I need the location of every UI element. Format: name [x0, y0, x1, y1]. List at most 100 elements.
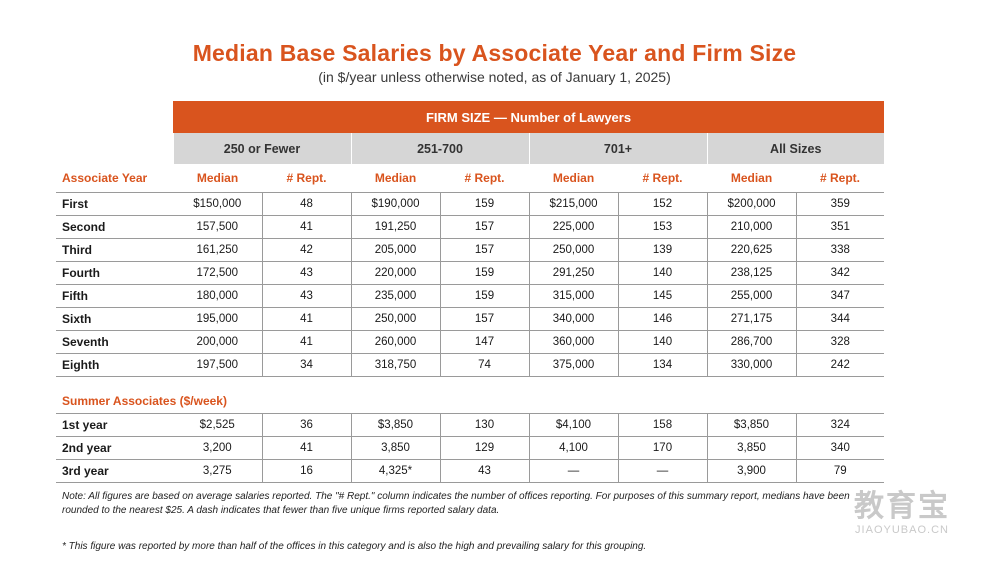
median-cell: 286,700 [706, 330, 796, 354]
rept-cell: 347 [795, 284, 885, 308]
rept-cell: 79 [795, 459, 885, 483]
rept-cell: 159 [439, 261, 529, 285]
median-cell: 318,750 [350, 353, 440, 377]
median-cell: 161,250 [173, 238, 262, 262]
rept-cell: 43 [261, 284, 351, 308]
associate-year-label: Fifth [56, 284, 173, 308]
median-cell: 4,100 [528, 436, 618, 460]
rept-cell: 242 [795, 353, 885, 377]
rept-cell: 130 [439, 413, 529, 437]
median-cell: 157,500 [173, 215, 262, 239]
summer-year-label: 1st year [56, 413, 173, 437]
rept-cell: 140 [617, 330, 707, 354]
rept-cell: 328 [795, 330, 885, 354]
rept-cell: 140 [617, 261, 707, 285]
median-cell: $150,000 [173, 192, 262, 216]
rept-cell: 34 [261, 353, 351, 377]
median-cell: 235,000 [350, 284, 440, 308]
associate-year-label: Sixth [56, 307, 173, 331]
rept-cell: 41 [261, 330, 351, 354]
median-cell: $3,850 [706, 413, 796, 437]
median-cell: $2,525 [173, 413, 262, 437]
median-cell: 3,275 [173, 459, 262, 483]
median-cell: 250,000 [350, 307, 440, 331]
salary-table: FIRM SIZE — Number of Lawyers 250 or Few… [56, 101, 885, 483]
rept-column-header: # Rept. [440, 164, 529, 193]
footnote-text: * This figure was reported by more than … [62, 541, 647, 552]
rept-cell: 129 [439, 436, 529, 460]
median-column-header: Median [707, 164, 796, 193]
median-cell: 291,250 [528, 261, 618, 285]
associate-row: Fifth 180,000 43 235,000 159 315,000 145 255,00… [56, 284, 885, 308]
watermark-logo: 教育宝 JIAOYUBAO.CN [854, 490, 950, 536]
summer-year-label: 2nd year [56, 436, 173, 460]
associate-year-label: First [56, 192, 173, 216]
median-cell: 3,850 [350, 436, 440, 460]
median-cell: 330,000 [706, 353, 796, 377]
median-cell: 172,500 [173, 261, 262, 285]
median-column-header: Median [351, 164, 440, 193]
median-cell: 3,200 [173, 436, 262, 460]
median-cell: 360,000 [528, 330, 618, 354]
median-cell: $3,850 [350, 413, 440, 437]
median-column-header: Median [529, 164, 618, 193]
median-cell: 3,900 [706, 459, 796, 483]
rept-cell: 48 [261, 192, 351, 216]
median-cell: 3,850 [706, 436, 796, 460]
rept-cell: 41 [261, 436, 351, 460]
rept-cell: 159 [439, 192, 529, 216]
rept-column-header: # Rept. [262, 164, 351, 193]
rept-cell: 41 [261, 215, 351, 239]
associate-row: Second 157,500 41 191,250 157 225,000 153 210,0… [56, 215, 885, 239]
rept-cell: 338 [795, 238, 885, 262]
rept-cell: — [617, 459, 707, 483]
summer-row: 3rd year 3,275 16 4,325* 43— —3,900 79 [56, 459, 885, 483]
rept-cell: 145 [617, 284, 707, 308]
median-cell: 225,000 [528, 215, 618, 239]
group-header-251-700: 251-700 [350, 133, 529, 164]
rept-cell: 351 [795, 215, 885, 239]
rept-cell: 43 [261, 261, 351, 285]
median-cell: 220,000 [350, 261, 440, 285]
page-subtitle: (in $/year unless otherwise noted, as of… [318, 69, 671, 85]
rept-cell: 359 [795, 192, 885, 216]
summer-row: 1st year $2,525 36 $3,850 130 $4,100 158 $3,850… [56, 413, 885, 437]
median-cell: 238,125 [706, 261, 796, 285]
watermark-sub: JIAOYUBAO.CN [855, 524, 949, 536]
median-cell: $190,000 [350, 192, 440, 216]
associate-row: Seventh 200,000 41 260,000 147 360,000 140 286,… [56, 330, 885, 354]
rept-cell: 158 [617, 413, 707, 437]
group-header-250-or-fewer: 250 or Fewer [172, 133, 351, 164]
associate-year-label: Second [56, 215, 173, 239]
rept-cell: 16 [261, 459, 351, 483]
rept-column-header: # Rept. [618, 164, 707, 193]
rept-cell: 342 [795, 261, 885, 285]
rept-cell: 159 [439, 284, 529, 308]
rept-cell: 170 [617, 436, 707, 460]
median-cell: $215,000 [528, 192, 618, 216]
median-cell: 271,175 [706, 307, 796, 331]
group-header-all-sizes: All Sizes [706, 133, 885, 164]
rept-cell: 157 [439, 215, 529, 239]
median-cell: — [528, 459, 618, 483]
rept-cell: 139 [617, 238, 707, 262]
median-cell: 195,000 [173, 307, 262, 331]
associate-row: Fourth 172,500 43 220,000 159 291,250 140 238,1… [56, 261, 885, 285]
rept-cell: 43 [439, 459, 529, 483]
summer-section-header: Summer Associates ($/week) [56, 389, 885, 414]
median-cell: 340,000 [528, 307, 618, 331]
rept-column-header: # Rept. [796, 164, 885, 193]
median-cell: 220,625 [706, 238, 796, 262]
associate-year-label: Eighth [56, 353, 173, 377]
group-header-701-plus: 701+ [528, 133, 707, 164]
associate-row: Sixth 195,000 41 250,000 157 340,000 146 271,17… [56, 307, 885, 331]
median-cell: 4,325* [350, 459, 440, 483]
median-cell: 250,000 [528, 238, 618, 262]
median-cell: $200,000 [706, 192, 796, 216]
rept-cell: 147 [439, 330, 529, 354]
median-cell: 205,000 [350, 238, 440, 262]
median-cell: 315,000 [528, 284, 618, 308]
median-cell: 255,000 [706, 284, 796, 308]
associate-row: Eighth 197,500 34 318,750 74 375,000 134 330,00… [56, 353, 885, 377]
median-cell: 197,500 [173, 353, 262, 377]
